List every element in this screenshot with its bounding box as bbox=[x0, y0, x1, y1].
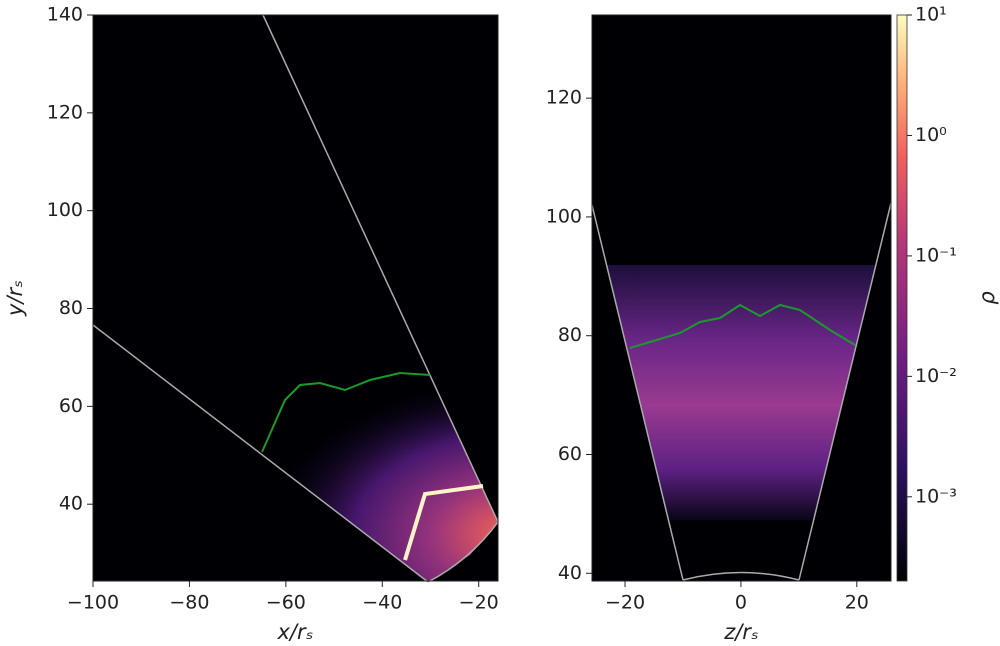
boundary bbox=[262, 14, 499, 523]
colorbar-tick-label: 10⁻³ bbox=[915, 485, 957, 507]
y-tick-label: 100 bbox=[47, 199, 83, 221]
y-axis-label: y/rₛ bbox=[3, 280, 27, 317]
axes-frame bbox=[591, 14, 892, 582]
colorbar-tick-label: 10⁻¹ bbox=[915, 244, 957, 266]
x-tick-label: −40 bbox=[362, 592, 402, 614]
x-tick-label: 0 bbox=[735, 592, 747, 614]
y-tick-label: 60 bbox=[59, 395, 83, 417]
y-tick-label: 100 bbox=[546, 205, 582, 227]
boundary bbox=[427, 521, 499, 583]
right-panel bbox=[591, 15, 892, 581]
boundary bbox=[798, 202, 892, 581]
x-tick-label: −100 bbox=[67, 592, 119, 614]
left-panel bbox=[92, 14, 499, 583]
colorbar-tick-label: 10⁻² bbox=[915, 365, 957, 387]
boundary bbox=[682, 571, 800, 581]
x-tick-label: −20 bbox=[605, 592, 645, 614]
contour bbox=[629, 303, 856, 349]
x-tick-label: 20 bbox=[845, 592, 869, 614]
x-tick-label: −60 bbox=[266, 592, 306, 614]
axes-frame bbox=[92, 14, 499, 582]
colorbar-tick-label: 10¹ bbox=[915, 4, 947, 26]
colorbar-tick-label: 10⁰ bbox=[915, 124, 947, 146]
x-axis-label: x/rₛ bbox=[277, 620, 314, 644]
y-tick-label: 80 bbox=[558, 324, 582, 346]
y-tick-label: 120 bbox=[47, 101, 83, 123]
y-tick-label: 60 bbox=[558, 443, 582, 465]
y-tick-label: 120 bbox=[546, 87, 582, 109]
x-tick-label: −20 bbox=[459, 592, 499, 614]
y-tick-label: 40 bbox=[558, 562, 582, 584]
y-tick-label: 40 bbox=[59, 493, 83, 515]
y-tick-label: 140 bbox=[47, 4, 83, 26]
boundary bbox=[591, 204, 684, 581]
x-tick-label: −80 bbox=[169, 592, 209, 614]
colorbar-label: ρ bbox=[975, 291, 999, 305]
x-axis-label: z/rₛ bbox=[723, 620, 759, 644]
colorbar bbox=[896, 14, 908, 582]
contour bbox=[261, 371, 431, 453]
jet bbox=[403, 484, 484, 561]
boundary bbox=[92, 324, 429, 583]
y-tick-label: 80 bbox=[59, 297, 83, 319]
